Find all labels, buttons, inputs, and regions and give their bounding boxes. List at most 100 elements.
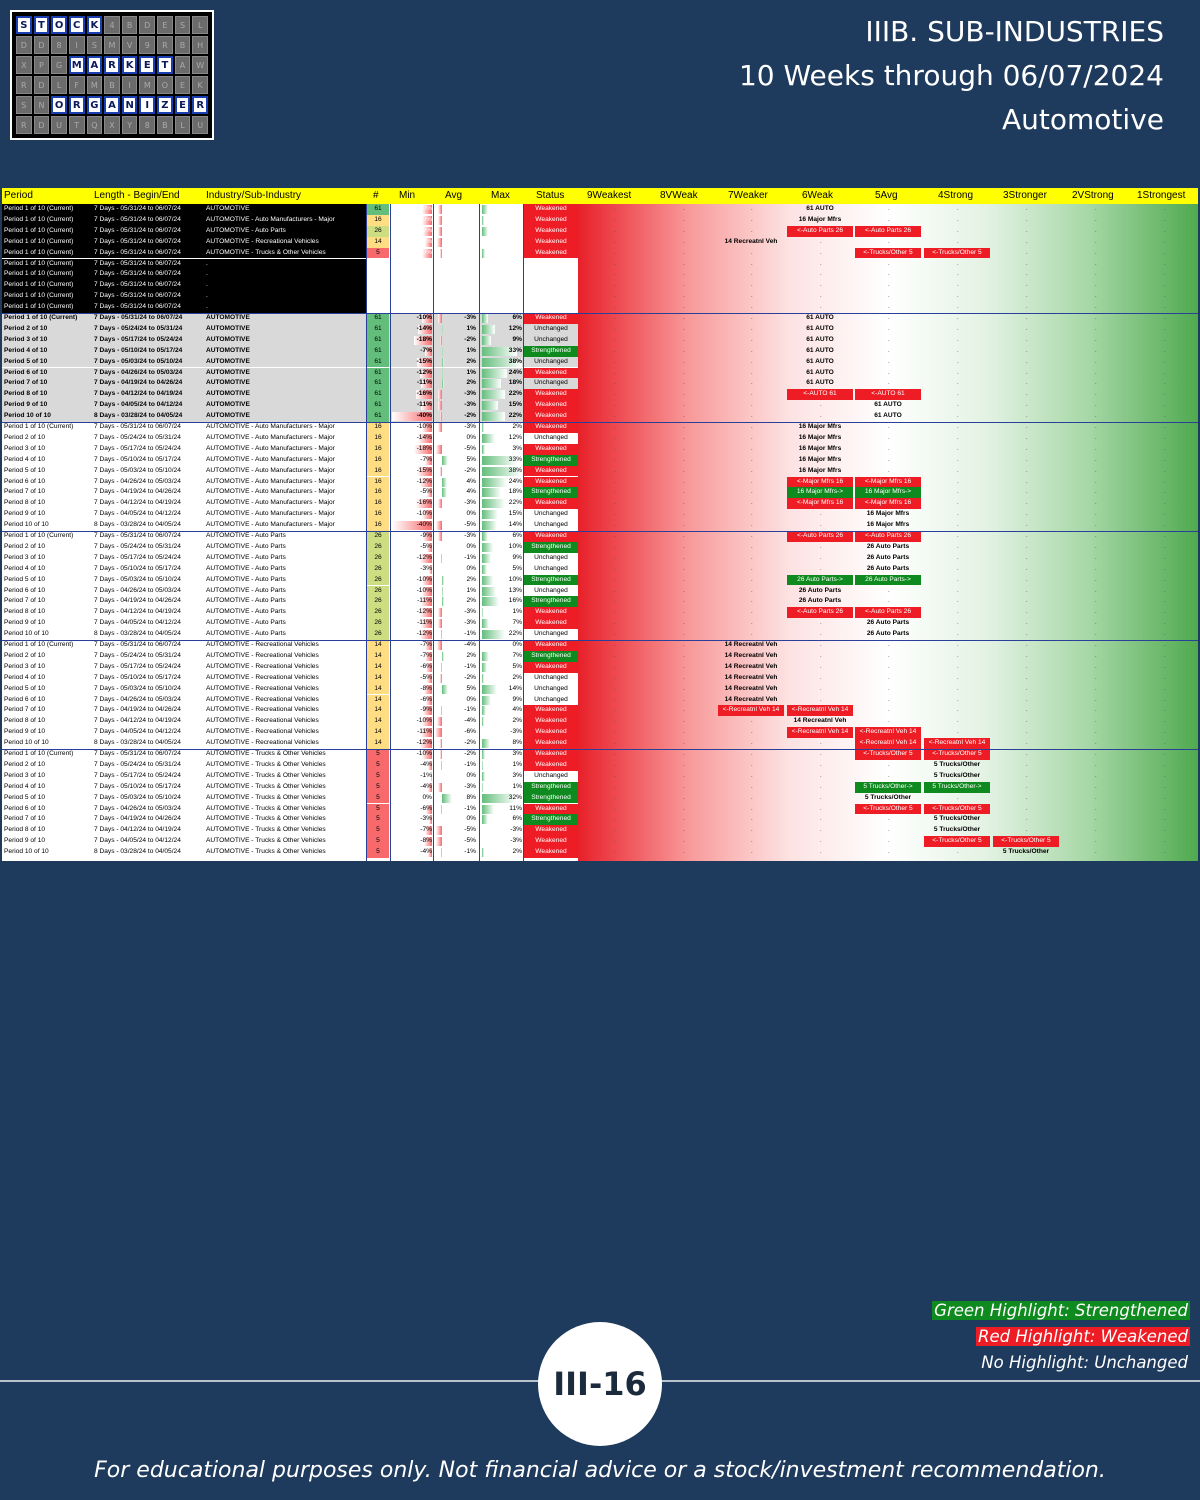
empty-marker: . <box>1164 652 1166 659</box>
industry-cell-bg <box>204 247 366 259</box>
period-cell: Period 10 of 10 <box>4 848 49 856</box>
empty-marker: . <box>957 347 959 354</box>
max-cell: 33% <box>508 455 522 463</box>
legend-green: Green Highlight: Strengthened <box>932 1301 1190 1320</box>
empty-marker: . <box>1095 402 1097 409</box>
avg-cell: -3% <box>464 390 476 398</box>
logo-filler-tile: A <box>174 56 191 74</box>
avg-cell: -3% <box>464 205 476 212</box>
empty-marker: . <box>820 805 822 812</box>
avg-cell: -5% <box>464 444 476 452</box>
empty-marker: . <box>888 718 890 725</box>
status-badge: Unchanged <box>534 630 568 638</box>
period-cell-bg <box>2 280 204 292</box>
group-divider <box>2 422 1198 423</box>
empty-marker: . <box>1026 434 1028 441</box>
industry-cell: AUTOMOTIVE <box>206 390 250 398</box>
avg-cell: -3% <box>464 608 476 616</box>
empty-marker: . <box>683 391 685 398</box>
empty-marker: . <box>1164 467 1166 474</box>
empty-marker: . <box>683 424 685 430</box>
empty-marker: . <box>751 391 753 398</box>
avg-cell: 0% <box>466 433 476 441</box>
logo-filler-tile: P <box>33 56 50 74</box>
min-cell: -4% <box>420 782 432 790</box>
strength-position-label: <-Auto Parts 26 <box>855 225 921 237</box>
logo-filler-tile: E <box>174 76 191 94</box>
status-badge: Unchanged <box>534 673 568 681</box>
min-cell: -10% <box>416 205 432 212</box>
empty-marker: . <box>614 304 616 311</box>
table-row: Period 10 of 10 8 Days - 03/28/24 to 04/0… <box>2 738 1198 749</box>
period-cell: Period 9 of 10 <box>4 619 46 627</box>
empty-marker: . <box>614 347 616 354</box>
min-cell: -10% <box>416 750 432 757</box>
strength-position-label: 61 AUTO <box>806 205 834 212</box>
industry-cell: AUTOMOTIVE - Trucks & Other Vehicles <box>206 848 326 856</box>
max-bar <box>482 357 522 367</box>
empty-marker: . <box>1026 685 1028 692</box>
industry-cell-bg <box>204 236 366 248</box>
table-row: Period 9 of 10 7 Days - 04/05/24 to 04/12… <box>2 618 1198 630</box>
industry-cell: AUTOMOTIVE - Trucks & Other Vehicles <box>206 837 326 845</box>
empty-marker: . <box>683 249 685 256</box>
empty-marker: . <box>888 827 890 834</box>
logo-filler-tile: M <box>86 76 103 94</box>
empty-marker: . <box>1095 413 1097 420</box>
table-row: Period 1 of 10 (Current) 7 Days - 05/31/2… <box>2 214 1198 226</box>
length-cell: 7 Days - 05/31/24 to 06/07/24 <box>94 270 181 278</box>
empty-marker: . <box>614 489 616 496</box>
min-bar <box>428 848 432 858</box>
empty-marker: . <box>957 336 959 343</box>
max-bar <box>482 215 485 225</box>
count-cell: 14 <box>367 727 389 739</box>
empty-marker: . <box>614 663 616 670</box>
logo-filler-tile: E <box>157 16 173 34</box>
status-badge: Weakened <box>524 422 578 433</box>
empty-marker: . <box>683 227 685 234</box>
empty-marker: . <box>751 293 753 300</box>
empty-marker: . <box>614 543 616 550</box>
row-background <box>2 563 578 575</box>
empty-marker: . <box>1095 838 1097 845</box>
empty-marker: . <box>957 227 959 234</box>
min-cell: -11% <box>416 379 432 387</box>
empty-marker: . <box>1164 751 1166 757</box>
table-row: Period 10 of 10 8 Days - 03/28/24 to 04/0… <box>2 520 1198 531</box>
avg-bar <box>438 782 442 792</box>
min-cell: -1% <box>420 771 432 779</box>
industry-cell: AUTOMOTIVE - Trucks & Other Vehicles <box>206 771 326 779</box>
period-cell: Period 8 of 10 <box>4 390 48 398</box>
max-bar <box>482 695 492 705</box>
strength-position-label: 61 AUTO <box>874 412 902 420</box>
empty-marker: . <box>820 663 822 670</box>
empty-marker: . <box>751 783 753 790</box>
logo-filler-tile: S <box>174 16 191 34</box>
empty-marker: . <box>1164 631 1166 638</box>
min-cell: -6% <box>420 695 432 703</box>
strength-position-label: 14 Recreatnl Veh <box>724 662 778 670</box>
empty-marker: . <box>751 565 753 572</box>
table-row: Period 1 of 10 (Current) 7 Days - 05/31/2… <box>2 422 1198 433</box>
min-cell: -10% <box>416 510 432 518</box>
strength-position-label: 26 Auto Parts <box>866 564 910 572</box>
empty-marker: . <box>1026 827 1028 834</box>
empty-marker: . <box>957 238 959 245</box>
empty-marker: . <box>1164 772 1166 779</box>
length-cell: 7 Days - 05/24/24 to 05/31/24 <box>94 324 183 332</box>
empty-marker: . <box>820 260 822 267</box>
avg-bar <box>436 826 442 836</box>
status-badge: Strengthened <box>524 781 578 793</box>
max-bar <box>482 586 496 596</box>
empty-marker: . <box>957 358 959 365</box>
status-badge: Weakened <box>524 803 578 815</box>
empty-marker: . <box>1095 522 1097 529</box>
avg-cell: -1% <box>464 760 476 768</box>
strength-position-label: <-Trucks/Other 5 <box>924 803 990 815</box>
empty-marker: . <box>1026 304 1028 311</box>
avg-bar <box>442 379 445 389</box>
min-bar <box>421 597 432 607</box>
strength-position-label: 5 Trucks/Other <box>933 815 981 823</box>
industry-cell: AUTOMOTIVE - Auto Parts <box>206 630 286 638</box>
empty-marker: . <box>957 293 959 300</box>
